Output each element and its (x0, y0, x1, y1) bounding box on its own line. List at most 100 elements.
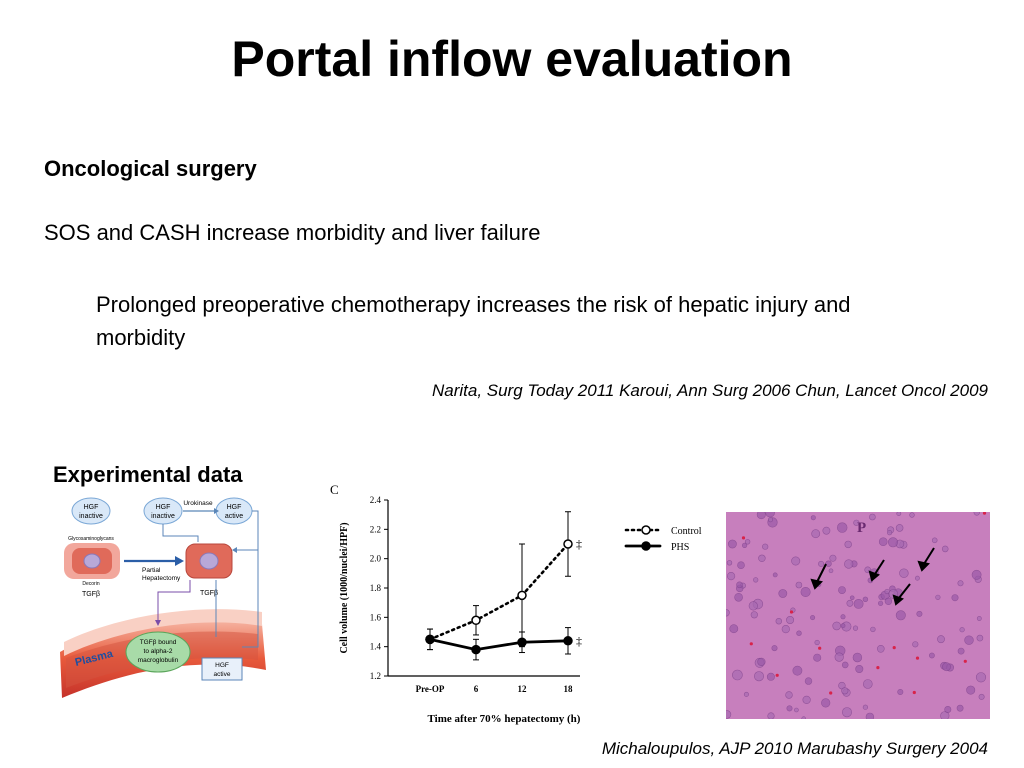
micrograph-nucleus (791, 556, 801, 566)
micrograph-nucleus (825, 560, 832, 567)
chart-series-line-control (428, 542, 570, 641)
micrograph-nucleus (973, 512, 980, 516)
hgf-active-line2: active (225, 513, 243, 520)
micrograph-nucleus (786, 705, 793, 712)
micrograph-nucleus (811, 529, 821, 539)
chart-y-tick-label: 1.2 (370, 671, 381, 681)
micrograph-nucleus (757, 657, 766, 666)
micrograph-nucleus (810, 515, 816, 521)
hgf-active-oval (215, 497, 253, 525)
micrograph-nucleus (897, 689, 904, 696)
micrograph-nucleus (786, 616, 795, 625)
chart-legend-marker (641, 541, 651, 551)
heading-oncological-surgery: Oncological surgery (44, 156, 257, 181)
micrograph-nucleus (899, 568, 909, 578)
micrograph-nucleus (862, 596, 869, 603)
micrograph-nucleus (804, 677, 813, 685)
micrograph-nucleus (766, 672, 775, 681)
micrograph-nucleus (966, 685, 976, 695)
micrograph-nucleus (726, 571, 736, 581)
micrograph-nucleus (792, 665, 803, 676)
micrograph-nucleus (935, 594, 941, 600)
liver-micrograph: P (726, 512, 990, 719)
tgfb-bound-line1: TGFβ bound (140, 639, 177, 646)
text-sos-cash: SOS and CASH increase morbidity and live… (44, 220, 541, 245)
tgfb-bound-line3: macroglobulin (138, 657, 179, 664)
hgf-active-plasma-line1: HGF (215, 662, 229, 669)
micrograph-nucleus (728, 539, 737, 549)
micrograph-nucleus (865, 712, 875, 719)
micrograph-nucleus (802, 695, 811, 704)
chart-y-tick-label: 1.6 (370, 612, 382, 622)
chart-point-phs (425, 634, 435, 645)
micrograph-nucleus (729, 624, 739, 634)
micrograph-nucleus (877, 645, 885, 653)
chart-annotation: ‡ (576, 634, 582, 648)
chart-x-tick-label: Pre-OP (416, 684, 445, 694)
vessel-edge (64, 609, 262, 656)
micrograph-nucleus (822, 526, 831, 535)
chart-annotation: ‡ (576, 537, 582, 551)
chart-series-line-phs (428, 637, 570, 652)
micrograph-nucleus (975, 672, 987, 683)
chart-point-phs (517, 637, 527, 648)
micrograph-rbc (775, 673, 779, 677)
micrograph-nucleus (832, 621, 841, 631)
micrograph-arrow-1 (816, 563, 827, 583)
micrograph-nucleus (855, 665, 864, 674)
tgfb-mid-label: TGFβ (200, 590, 218, 597)
micrograph-label-p: P (857, 520, 866, 536)
chart-y-tick-label: 2.4 (370, 495, 382, 505)
micrograph-nucleus (940, 711, 950, 719)
micrograph-nucleus (869, 513, 876, 521)
micrograph-nucleus (841, 687, 849, 695)
hgf-inactive-2-line2: inactive (151, 513, 175, 520)
micrograph-nucleus (931, 537, 938, 544)
micrograph-arrow-4 (898, 583, 911, 599)
micrograph-nucleus (767, 517, 773, 523)
micrograph-nucleus (878, 600, 884, 606)
micrograph-nucleus (976, 616, 982, 621)
hgf-inactive-2-line1: HGF (156, 504, 171, 511)
micrograph-nucleus (801, 716, 806, 719)
micrograph-nucleus (785, 691, 793, 699)
chart-y-tick-label: 2.0 (370, 554, 382, 564)
chart-point-phs (471, 644, 481, 655)
partial-label: Partial (142, 567, 161, 574)
micrograph-nucleus (813, 653, 822, 662)
chart-legend-marker (641, 525, 651, 535)
hgf-inactive-1-line1: HGF (84, 504, 99, 511)
micrograph-nucleus (964, 635, 974, 645)
chart-x-tick-label: 18 (564, 684, 574, 694)
micrograph-rbc (963, 659, 967, 663)
chart-x-axis-label: Time after 70% hepatectomy (h) (428, 713, 581, 725)
chart-point-phs (563, 636, 573, 646)
chart-legend-label: Control (671, 526, 702, 537)
micrograph-rbc (982, 512, 987, 515)
micrograph-nucleus (887, 530, 893, 536)
tgfb-left-label: TGFβ (82, 591, 100, 598)
chart-point-control (517, 590, 527, 601)
micrograph-nucleus (726, 710, 732, 719)
micrograph-nucleus (742, 542, 748, 549)
micrograph-rbc (912, 690, 916, 695)
micrograph-nucleus (878, 537, 888, 547)
micrograph-nucleus (795, 581, 803, 589)
hgf-pathway-diagram: HGF inactive HGF inactive HGF active Uro… (60, 497, 266, 698)
hgf-active-line1: HGF (227, 504, 242, 511)
micrograph-nucleus (767, 712, 775, 719)
micrograph-nucleus (909, 512, 915, 518)
decorin-label: Decorin (82, 581, 99, 587)
micrograph-rbc (749, 642, 753, 646)
micrograph-nucleus (852, 652, 863, 663)
micrograph-nucleus (914, 575, 920, 581)
micrograph-nucleus (794, 707, 799, 713)
micrograph-nucleus (800, 587, 811, 598)
micrograph-nucleus (895, 524, 904, 532)
chart-legend-label: PHS (671, 542, 689, 553)
micrograph-nucleus (853, 519, 860, 526)
micrograph-nucleus (888, 537, 899, 548)
micrograph-rbc (789, 610, 794, 614)
reference-experimental: Michaloupulos, AJP 2010 Marubashy Surger… (601, 739, 988, 758)
micrograph-arrow-2 (874, 559, 885, 575)
